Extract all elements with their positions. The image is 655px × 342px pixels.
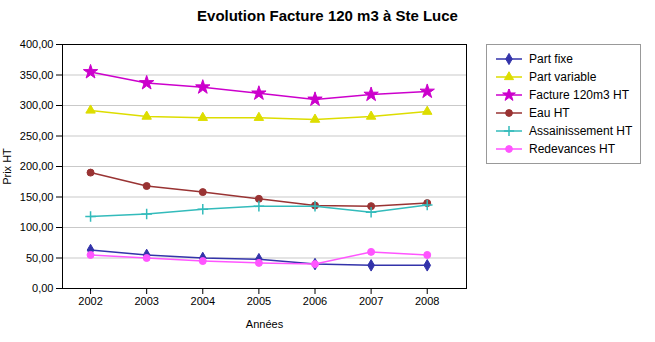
svg-text:2006: 2006 (303, 295, 327, 307)
svg-text:2003: 2003 (134, 295, 158, 307)
svg-text:2008: 2008 (415, 295, 439, 307)
svg-text:150,00: 150,00 (20, 191, 54, 203)
svg-text:350,00: 350,00 (20, 69, 54, 81)
html-text:Facture 120m3 HT: Facture 120m3 HT (529, 88, 629, 102)
html-text:Redevances HT: Redevances HT (529, 142, 615, 156)
svg-text:300,00: 300,00 (20, 99, 54, 111)
html-text:Evolution Facture 120 m3 à Ste: Evolution Facture 120 m3 à Ste Luce (197, 7, 458, 24)
svg-text:2005: 2005 (247, 295, 271, 307)
svg-text:400,00: 400,00 (20, 38, 54, 50)
svg-text:0,00: 0,00 (32, 282, 53, 294)
svg-text:100,00: 100,00 (20, 221, 54, 233)
html-text:Eau HT: Eau HT (529, 106, 570, 120)
svg-text:Prix HT: Prix HT (1, 148, 13, 185)
svg-text:2007: 2007 (359, 295, 383, 307)
svg-text:Années: Années (246, 318, 284, 330)
html-text:Part fixe: Part fixe (529, 52, 573, 66)
html-text:Part variable: Part variable (529, 70, 597, 84)
svg-text:2004: 2004 (191, 295, 215, 307)
html-text:Assainissement HT: Assainissement HT (529, 124, 633, 138)
svg-text:250,00: 250,00 (20, 130, 54, 142)
svg-text:2002: 2002 (78, 295, 102, 307)
svg-text:50,00: 50,00 (26, 252, 54, 264)
svg-text:200,00: 200,00 (20, 160, 54, 172)
